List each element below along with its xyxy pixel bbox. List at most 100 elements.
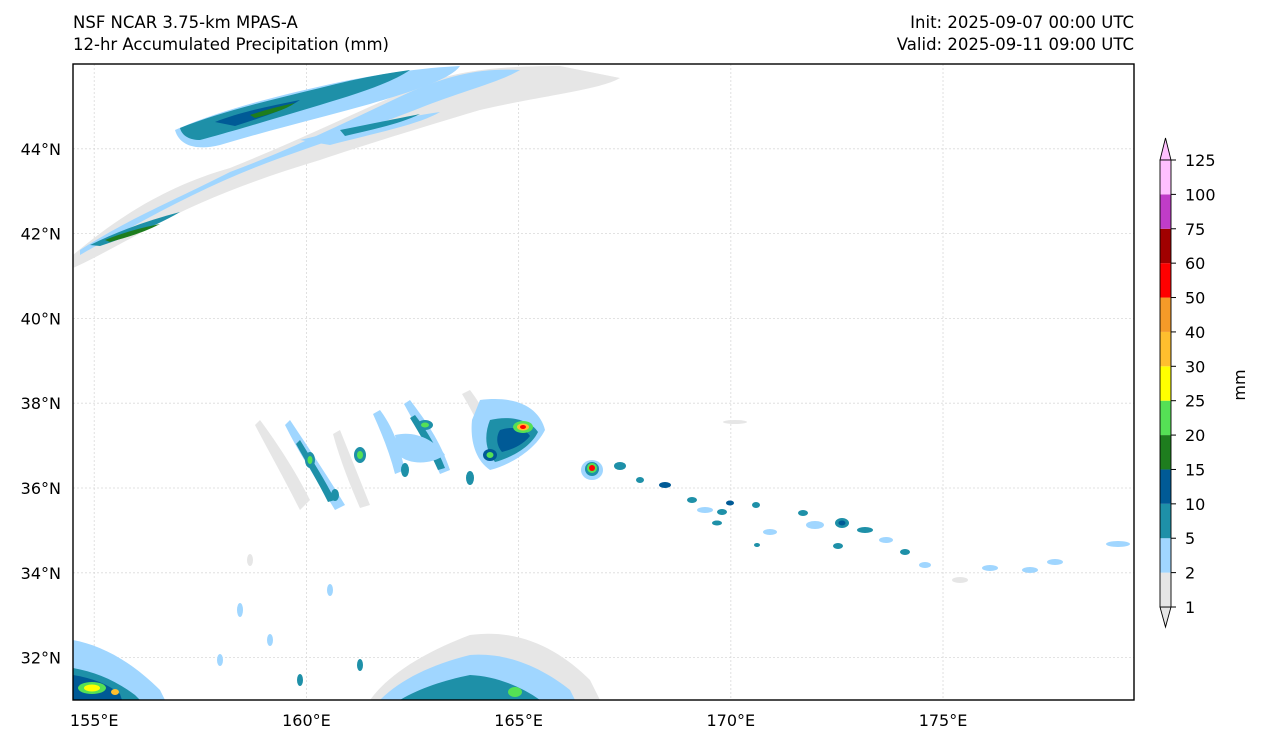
precip-trace-north bbox=[73, 66, 620, 268]
precip-moderate-south bbox=[400, 675, 540, 700]
cell-mid-b-core bbox=[357, 451, 363, 459]
speck-e bbox=[357, 659, 363, 671]
colorbar-unit-label: mm bbox=[1230, 369, 1249, 400]
cell-east-d bbox=[636, 477, 644, 483]
lat-tick-label: 44°N bbox=[21, 140, 61, 159]
colorbar-tick-label: 125 bbox=[1185, 151, 1216, 170]
colorbar-swatch bbox=[1160, 297, 1171, 332]
speck-c bbox=[327, 584, 333, 596]
speck-a bbox=[237, 603, 243, 617]
cell-mid-c-core bbox=[307, 456, 313, 464]
map-frame bbox=[72, 63, 1135, 701]
cell-east-n bbox=[798, 510, 808, 516]
cell-east-r bbox=[857, 527, 873, 533]
colorbar-swatch bbox=[1160, 503, 1171, 539]
model-title: NSF NCAR 3.75-km MPAS-A bbox=[73, 13, 298, 32]
cell-east-faint bbox=[723, 420, 747, 424]
lat-tick-label: 40°N bbox=[21, 309, 61, 328]
cell-east-u bbox=[919, 562, 931, 568]
cell-east-e bbox=[659, 482, 671, 488]
cell-red-a bbox=[520, 425, 526, 429]
colorbar-tick-label: 30 bbox=[1185, 357, 1205, 376]
precip-layer bbox=[73, 66, 1130, 700]
streak-c bbox=[333, 430, 370, 508]
colorbar-tick-label: 75 bbox=[1185, 220, 1205, 239]
map-panel: 155°E 160°E 165°E 170°E 175°E 32°N 34°N 36°N 38°… bbox=[21, 63, 1135, 730]
colorbar-tick-label: 50 bbox=[1185, 289, 1205, 308]
cell-east-m bbox=[754, 543, 760, 547]
cell-east-f bbox=[687, 497, 697, 503]
cell-east-t bbox=[900, 549, 910, 555]
colorbar-tick-label: 20 bbox=[1185, 426, 1205, 445]
colorbar-swatch bbox=[1160, 572, 1171, 607]
cell-mid-f bbox=[401, 463, 409, 477]
cell-east-l bbox=[763, 529, 777, 535]
lat-tick-label: 36°N bbox=[21, 479, 61, 498]
colorbar-tick-label: 40 bbox=[1185, 323, 1205, 342]
colorbar-swatch bbox=[1160, 194, 1171, 229]
lat-tick-label: 32°N bbox=[21, 649, 61, 668]
streak-b-core bbox=[296, 440, 335, 502]
cell-east-s bbox=[879, 537, 893, 543]
cell-east-h bbox=[717, 509, 727, 515]
colorbar-swatch bbox=[1160, 400, 1171, 436]
colorbar-swatch bbox=[1160, 435, 1171, 470]
speck-b bbox=[267, 634, 273, 646]
cell-east-q bbox=[833, 543, 843, 549]
streak-d bbox=[373, 410, 405, 474]
cell-east-x bbox=[1022, 567, 1038, 573]
precip-core-north bbox=[250, 103, 295, 118]
colorbar-tick-label: 1 bbox=[1185, 598, 1195, 617]
precip-core-nw bbox=[105, 224, 160, 242]
cell-south-green bbox=[508, 687, 522, 697]
cell-mid-g bbox=[331, 489, 339, 501]
precip-light-north-b bbox=[175, 66, 460, 148]
cell-east-g bbox=[697, 507, 713, 513]
cell-sw-orange bbox=[111, 689, 119, 695]
colorbar-swatch bbox=[1160, 331, 1171, 367]
colorbar-swatch bbox=[1160, 366, 1171, 401]
central-cluster bbox=[255, 390, 545, 510]
cell-east-w bbox=[982, 565, 998, 571]
colorbar-swatch bbox=[1160, 228, 1171, 264]
colorbar-tick-label: 60 bbox=[1185, 254, 1205, 273]
precip-moderate-north-c bbox=[340, 114, 420, 136]
colorbar-swatch bbox=[1160, 469, 1171, 504]
southern-band bbox=[73, 554, 600, 700]
map-background bbox=[73, 64, 1134, 700]
cell-east-v bbox=[952, 577, 968, 583]
cell-east-o bbox=[806, 521, 824, 529]
speck-f bbox=[217, 654, 223, 666]
cell-east-k bbox=[752, 502, 760, 508]
gridlines bbox=[73, 64, 1134, 700]
valid-time: Valid: 2025-09-11 09:00 UTC bbox=[896, 35, 1134, 54]
title-block: NSF NCAR 3.75-km MPAS-A 12-hr Accumulate… bbox=[73, 12, 389, 56]
field-title: 12-hr Accumulated Precipitation (mm) bbox=[73, 35, 389, 54]
cell-mid-a-core bbox=[421, 422, 429, 428]
cell-east-b-red bbox=[589, 465, 595, 471]
time-block: Init: 2025-09-07 00:00 UTC Valid: 2025-0… bbox=[897, 12, 1134, 56]
colorbar-tick-label: 25 bbox=[1185, 392, 1205, 411]
colorbar-swatch bbox=[1160, 538, 1171, 573]
lat-tick-label: 34°N bbox=[21, 564, 61, 583]
cluster-light-mid bbox=[395, 433, 445, 463]
cell-east-z bbox=[1106, 541, 1130, 547]
lon-tick-label: 160°E bbox=[282, 711, 331, 730]
colorbar-extend-min bbox=[1159, 606, 1172, 629]
colorbar-tick-label: 10 bbox=[1185, 495, 1205, 514]
cell-mid-e bbox=[466, 471, 474, 485]
lon-tick-label: 155°E bbox=[70, 711, 119, 730]
northern-rainband bbox=[73, 66, 620, 268]
cell-east-j bbox=[712, 520, 722, 526]
colorbar-frame bbox=[1159, 159, 1172, 608]
lon-tick-label: 175°E bbox=[919, 711, 968, 730]
cell-east-y bbox=[1047, 559, 1063, 565]
cell-east-p-core bbox=[838, 520, 846, 526]
colorbar-tick-label: 5 bbox=[1185, 529, 1195, 548]
eastern-chain bbox=[581, 420, 1130, 583]
cluster-heavy-east bbox=[497, 428, 530, 452]
colorbar-tick-label: 2 bbox=[1185, 564, 1195, 583]
colorbar-extend-max bbox=[1159, 137, 1172, 161]
